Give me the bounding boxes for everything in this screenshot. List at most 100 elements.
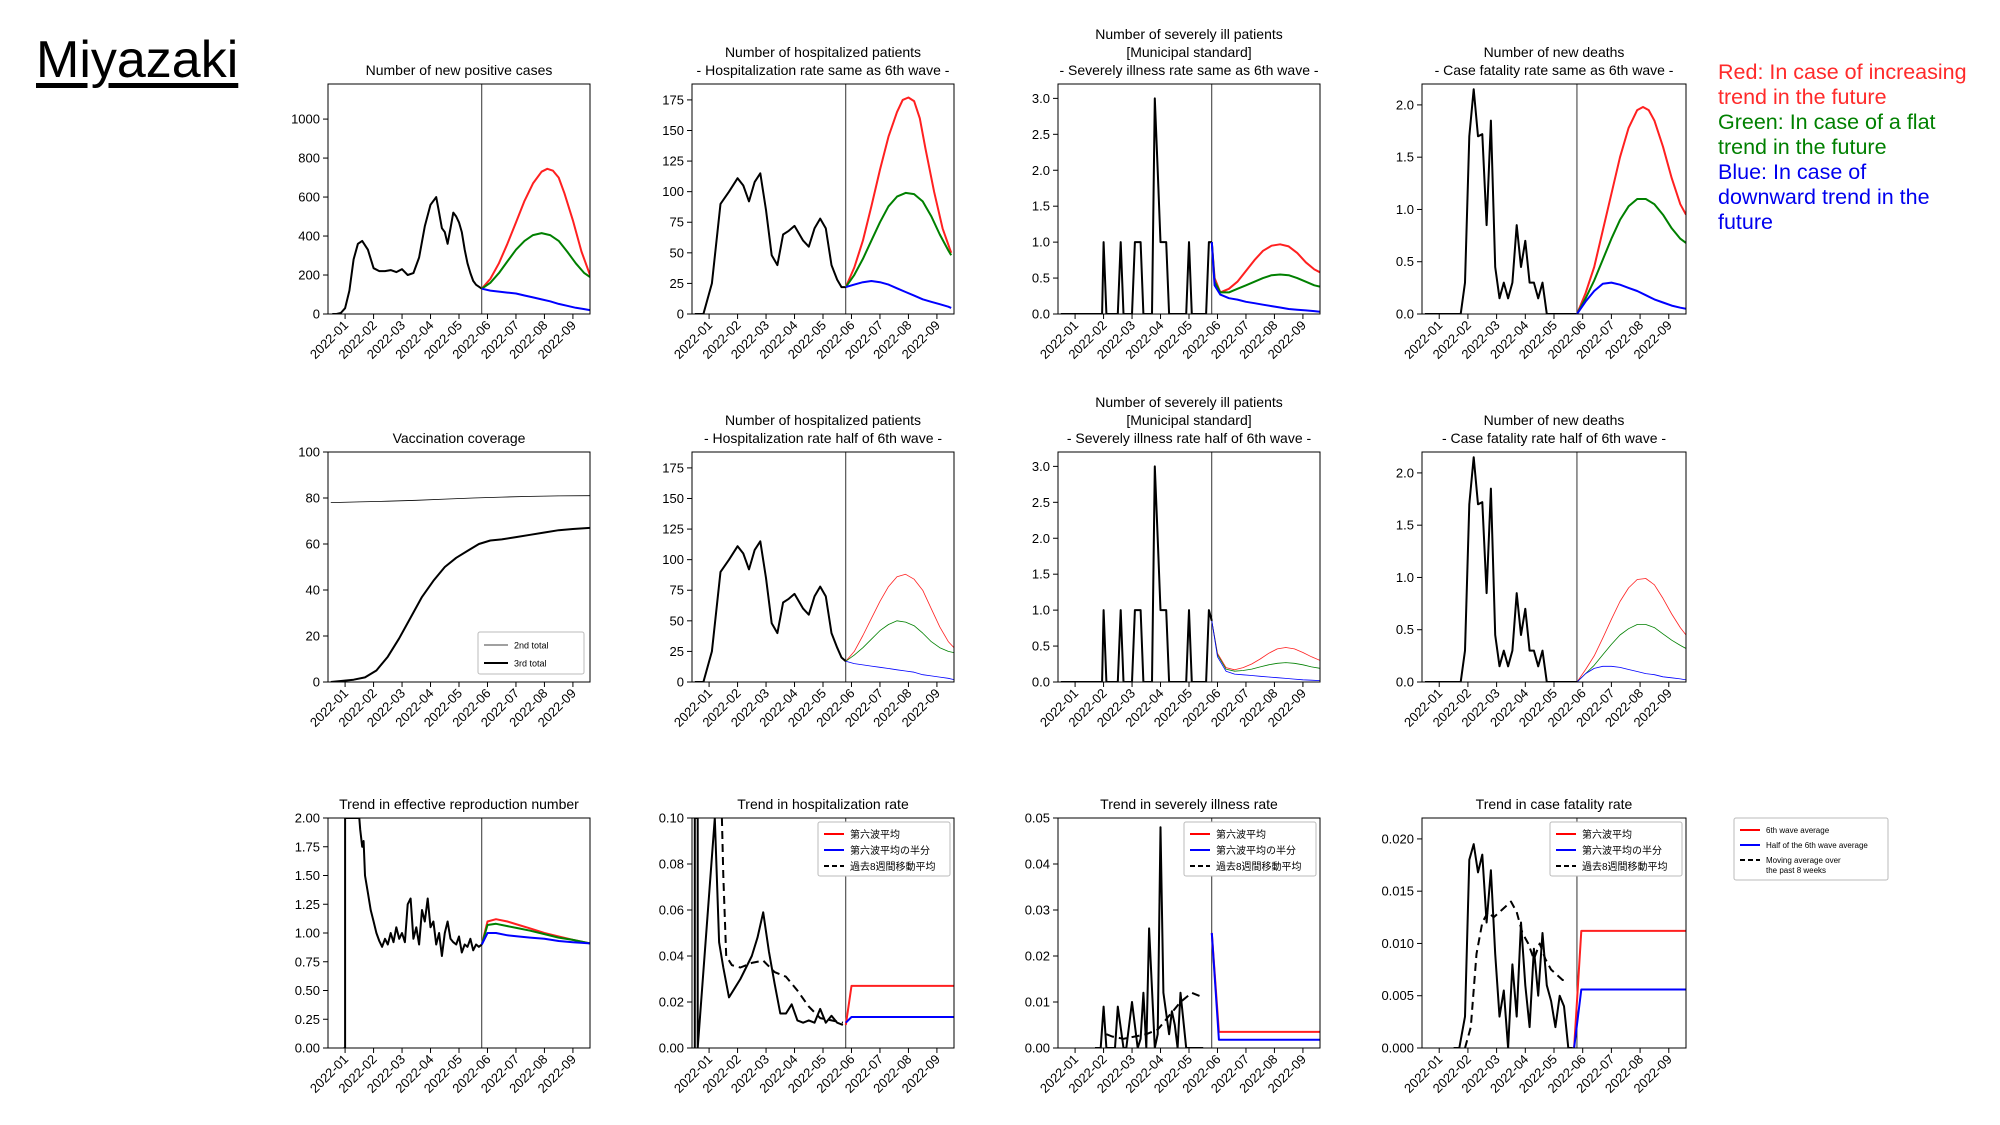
chart-hosp_half: - Hospitalization rate half of 6th wave … [662, 412, 955, 730]
chart-subtitle: - Case fatality rate half of 6th wave - [1442, 430, 1666, 446]
legend-label: Moving average over the past 8 weeks [1766, 856, 1841, 875]
y-tick-label: 100 [662, 552, 684, 567]
legend-label: 第六波平均の半分 [1582, 844, 1662, 857]
y-tick-label: 0.020 [1381, 831, 1414, 846]
chart-severe_half: - Severely illness rate half of 6th wave… [1032, 394, 1321, 730]
series-line-black [343, 818, 483, 1048]
chart-title: Number of severely ill patients [1095, 26, 1283, 42]
plot-frame [1057, 451, 1321, 683]
y-tick-label: 0.06 [659, 903, 684, 918]
series-line-red [1576, 578, 1686, 682]
series-line-red [844, 984, 954, 1026]
y-tick-label: 0 [677, 307, 684, 322]
chart-title: Trend in effective reproduction number [339, 796, 579, 812]
series-line-black [694, 540, 847, 682]
y-tick-label: 0.5 [1396, 254, 1414, 269]
y-tick-label: 0.10 [659, 811, 684, 826]
legend-label: 第六波平均の半分 [850, 844, 930, 857]
series-line-red [1210, 932, 1320, 1033]
series-line-green [844, 191, 953, 288]
series-line-black [1106, 991, 1204, 1040]
chart-new_cases: Number of new positive cases 0 200 400 600 80… [291, 62, 591, 362]
y-tick-label: 125 [662, 522, 684, 537]
series-line-black [1095, 826, 1204, 1048]
y-tick-label: 20 [306, 629, 320, 644]
legend-label: 第六波平均 [850, 828, 900, 841]
y-tick-label: 60 [306, 537, 320, 552]
plot-frame [691, 451, 955, 683]
y-tick-label: 1.0 [1396, 202, 1414, 217]
plot-frame [327, 83, 591, 315]
plot-frame [1057, 83, 1321, 315]
chart-deaths_full: - Case fatality rate same as 6th wave - N… [1396, 44, 1687, 362]
chart-title: Number of severely ill patients [1095, 394, 1283, 410]
y-tick-label: 1000 [291, 112, 320, 127]
y-tick-label: 50 [670, 245, 684, 260]
y-tick-label: 75 [670, 215, 684, 230]
chart-cfr: Trend in case fatality rate 0.000 0.005 0.0… [1381, 796, 1687, 1096]
chart-hosp_full: - Hospitalization rate same as 6th wave … [662, 44, 955, 362]
series-line-red [845, 573, 954, 662]
series-line-red [481, 167, 590, 290]
chart-title: Vaccination coverage [393, 430, 526, 446]
y-tick-label: 0.010 [1381, 936, 1414, 951]
y-tick-label: 125 [662, 154, 684, 169]
y-tick-label: 2.5 [1032, 495, 1050, 510]
series-line-black [1060, 465, 1213, 682]
y-tick-label: 0.0 [1032, 675, 1050, 690]
y-tick-label: 2.0 [1032, 163, 1050, 178]
y-tick-label: 1.75 [295, 839, 320, 854]
y-tick-label: 0.04 [1025, 857, 1050, 872]
plot-frame [1057, 817, 1321, 1049]
series-line-blue [845, 280, 952, 309]
y-tick-label: 0.0 [1396, 307, 1414, 322]
series-line-black [1464, 900, 1569, 1048]
y-tick-label: 2.00 [295, 811, 320, 826]
y-tick-label: 25 [670, 276, 684, 291]
chart-rt: Trend in effective reproduction number 0.… [295, 796, 591, 1096]
y-tick-label: 1.00 [295, 926, 320, 941]
legend-blue-text: Blue: In case of downward trend in the f… [1718, 160, 1930, 234]
chart-severe_rate: Trend in severely illness rate 0.00 0.01 0.… [1025, 796, 1321, 1096]
y-tick-label: 75 [670, 583, 684, 598]
series-line-black [1424, 456, 1577, 682]
y-tick-label: 0.25 [295, 1012, 320, 1027]
series-line-blue [480, 932, 590, 945]
series-line-red [1211, 620, 1320, 671]
legend-label: 3rd total [514, 659, 547, 669]
series-line-green [845, 620, 954, 662]
y-tick-label: 1.5 [1032, 567, 1050, 582]
y-tick-label: 100 [662, 184, 684, 199]
series-line-red [844, 96, 953, 288]
y-tick-label: 1.5 [1396, 518, 1414, 533]
y-tick-label: 0.0 [1396, 675, 1414, 690]
chart-title: Number of new deaths [1484, 412, 1625, 428]
y-tick-label: 2.0 [1396, 465, 1414, 480]
legend-box [1183, 821, 1317, 877]
y-tick-label: 1.0 [1032, 235, 1050, 250]
y-tick-label: 0.5 [1032, 271, 1050, 286]
y-tick-label: 1.0 [1032, 603, 1050, 618]
y-tick-label: 3.0 [1032, 459, 1050, 474]
chart-subtitle: - Hospitalization rate half of 6th wave … [704, 430, 942, 446]
y-tick-label: 0 [313, 307, 320, 322]
legend-label-line-1: Moving average over [1766, 856, 1841, 865]
y-tick-label: 1.5 [1032, 199, 1050, 214]
series-line-black [1060, 97, 1212, 314]
legend-label: 6th wave average [1766, 826, 1830, 835]
legend-box [1549, 821, 1683, 877]
y-tick-label: 1.25 [295, 897, 320, 912]
series-line-red [1573, 929, 1686, 1048]
series-line-green [1211, 620, 1320, 672]
chart-title: Trend in hospitalization rate [737, 796, 909, 812]
legend-red-text: Red: In case of increasing trend in the … [1718, 60, 1967, 109]
y-tick-label: 0 [313, 675, 320, 690]
chart-title: Number of hospitalized patients [725, 412, 921, 428]
y-tick-label: 0.015 [1381, 884, 1414, 899]
legend-label: 第六波平均の半分 [1216, 844, 1296, 857]
y-tick-label: 0.0 [1032, 307, 1050, 322]
series-line-blue [845, 660, 954, 680]
series-line-black [332, 196, 483, 314]
y-tick-label: 400 [298, 229, 320, 244]
legend-label-line-2: the past 8 weeks [1766, 866, 1826, 875]
